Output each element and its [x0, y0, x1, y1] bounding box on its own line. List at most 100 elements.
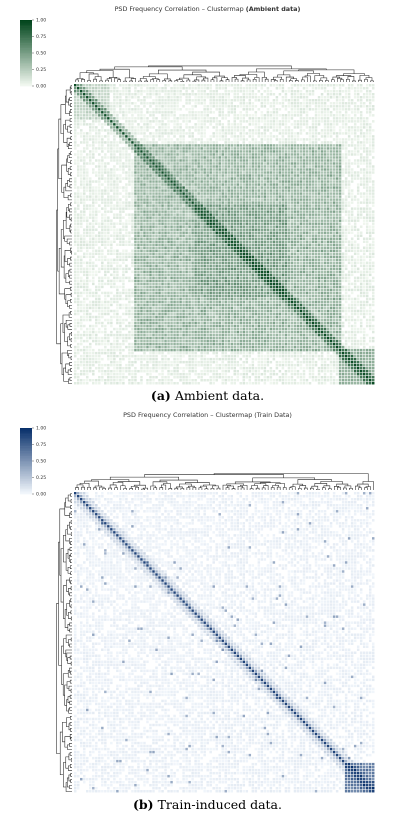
heatmap-cell [266, 219, 270, 222]
heatmap-cell [362, 156, 366, 159]
heatmap-cell [164, 108, 167, 111]
heatmap-cell [203, 183, 206, 186]
heatmap-cell [368, 210, 372, 213]
heatmap-cell [89, 183, 92, 186]
heatmap-cell [356, 144, 360, 147]
heatmap-cell [278, 141, 282, 144]
heatmap-cell [284, 228, 288, 231]
heatmap-cell [284, 192, 288, 195]
heatmap-cell [245, 177, 249, 180]
heatmap-cell [206, 246, 209, 250]
heatmap-cell [179, 135, 182, 138]
heatmap-cell [215, 219, 218, 222]
heatmap-cell [284, 246, 288, 250]
heatmap-cell [350, 192, 354, 195]
heatmap-cell [203, 243, 206, 246]
heatmap-cell [344, 114, 348, 117]
heatmap-cell [332, 249, 336, 253]
heatmap-cell [227, 123, 230, 126]
heatmap-cell [143, 141, 146, 144]
heatmap-cell [161, 219, 164, 222]
heatmap-cell [146, 108, 149, 111]
heatmap-cell [239, 216, 243, 219]
heatmap-cell [260, 150, 264, 153]
heatmap-cell [110, 246, 113, 250]
heatmap-cell [347, 108, 351, 111]
heatmap-cell [275, 219, 279, 222]
heatmap-cell [173, 153, 176, 156]
heatmap-cell [86, 198, 89, 201]
heatmap-cell [233, 189, 236, 192]
heatmap-cell [305, 168, 309, 171]
heatmap-cell [176, 147, 179, 150]
heatmap-cell [137, 162, 140, 165]
heatmap-cell [287, 219, 291, 222]
heatmap-cell [323, 189, 327, 192]
heatmap-cell [314, 153, 318, 156]
heatmap-cell [233, 207, 236, 210]
heatmap-cell [278, 198, 282, 201]
heatmap-cell [293, 222, 297, 225]
heatmap-cell [74, 132, 77, 135]
heatmap-cell [104, 189, 107, 192]
heatmap-cell [77, 153, 80, 156]
heatmap-cell [290, 147, 294, 150]
heatmap-cell [146, 165, 149, 168]
heatmap-cell [224, 162, 227, 165]
heatmap-cell [272, 105, 276, 108]
heatmap-cell [350, 231, 354, 234]
heatmap-cell [338, 249, 342, 253]
heatmap-cell [131, 231, 134, 234]
heatmap-cell [365, 192, 369, 195]
heatmap-cell [83, 171, 86, 174]
heatmap-cell [254, 201, 258, 204]
heatmap-cell [200, 204, 203, 207]
heatmap-cell [188, 228, 191, 231]
heatmap-cell [314, 204, 318, 207]
heatmap-cell [149, 234, 152, 237]
heatmap-cell [320, 195, 324, 198]
heatmap-cell [152, 222, 155, 225]
heatmap-cell [233, 246, 236, 250]
heatmap-cell [269, 249, 273, 253]
heatmap-cell [365, 165, 369, 168]
heatmap-cell [77, 96, 80, 99]
heatmap-cell [239, 246, 243, 250]
heatmap-cell [86, 90, 89, 93]
heatmap-cell [170, 138, 173, 141]
heatmap-cell [233, 234, 236, 237]
heatmap-cell [134, 240, 137, 243]
heatmap-cell [275, 165, 279, 168]
heatmap-cell [284, 126, 288, 129]
heatmap-cell [152, 165, 155, 168]
heatmap-cell [263, 90, 267, 93]
heatmap-cell [119, 117, 122, 120]
heatmap-cell [74, 87, 77, 90]
heatmap-cell [221, 132, 224, 135]
heatmap-cell [257, 84, 261, 87]
heatmap-cell [230, 195, 233, 198]
heatmap-cell [179, 192, 182, 195]
heatmap-cell [344, 183, 348, 186]
heatmap-cell [332, 183, 336, 186]
heatmap-cell [254, 132, 258, 135]
heatmap-cell [137, 246, 140, 250]
heatmap-cell [101, 168, 104, 171]
heatmap-cell [122, 201, 125, 204]
heatmap-cell [260, 204, 264, 207]
heatmap-cell [92, 249, 95, 253]
heatmap-cell [119, 207, 122, 210]
heatmap-cell [365, 138, 369, 141]
heatmap-cell [197, 210, 200, 213]
heatmap-cell [128, 138, 131, 141]
heatmap-cell [284, 207, 288, 210]
heatmap-cell [173, 120, 176, 123]
heatmap-cell [350, 141, 354, 144]
heatmap-cell [317, 207, 321, 210]
heatmap-cell [215, 216, 218, 219]
heatmap-cell [242, 195, 246, 198]
heatmap-cell [314, 213, 318, 216]
heatmap-cell [227, 201, 230, 204]
heatmap-cell [110, 144, 113, 147]
heatmap-cell [314, 111, 318, 114]
